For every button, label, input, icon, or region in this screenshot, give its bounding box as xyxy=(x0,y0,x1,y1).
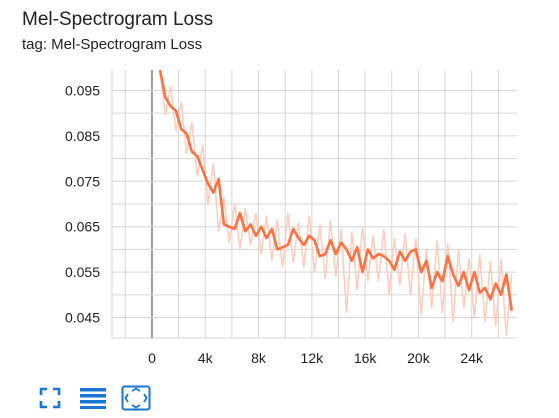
chart-series xyxy=(158,69,513,336)
x-axis-ticks: 0 4k 8k 12k 16k 20k 24k xyxy=(148,350,484,366)
x-tick-label: 12k xyxy=(301,350,325,366)
x-tick-label: 8k xyxy=(251,350,267,366)
fullscreen-button[interactable] xyxy=(34,382,66,414)
fit-domain-icon xyxy=(121,385,151,411)
toggle-log-scale-icon xyxy=(80,388,106,409)
raw-loss-line xyxy=(159,70,513,336)
y-tick-label: 0.075 xyxy=(65,173,100,189)
fit-domain-button[interactable] xyxy=(120,382,152,414)
y-tick-label: 0.095 xyxy=(65,82,100,98)
line-chart[interactable]: 0.045 0.055 0.065 0.075 0.085 0.095 0 4k 8k 12k 1… xyxy=(0,0,559,380)
y-tick-label: 0.085 xyxy=(65,128,100,144)
x-tick-label: 24k xyxy=(460,350,484,366)
x-tick-label: 4k xyxy=(198,350,214,366)
x-tick-label: 16k xyxy=(354,350,378,366)
chart-toolbar xyxy=(34,382,163,414)
fullscreen-icon xyxy=(39,387,61,409)
x-tick-label: 20k xyxy=(407,350,431,366)
y-axis-ticks: 0.045 0.055 0.065 0.075 0.085 0.095 xyxy=(65,82,100,325)
x-tick-label: 0 xyxy=(148,350,156,366)
chart-title: Mel-Spectrogram Loss xyxy=(22,9,214,30)
y-tick-label: 0.055 xyxy=(65,264,100,280)
y-tick-label: 0.065 xyxy=(65,219,100,235)
chart-tag: tag: Mel-Spectrogram Loss xyxy=(22,36,203,53)
y-tick-label: 0.045 xyxy=(65,310,100,326)
toggle-log-scale-button[interactable] xyxy=(77,382,109,414)
